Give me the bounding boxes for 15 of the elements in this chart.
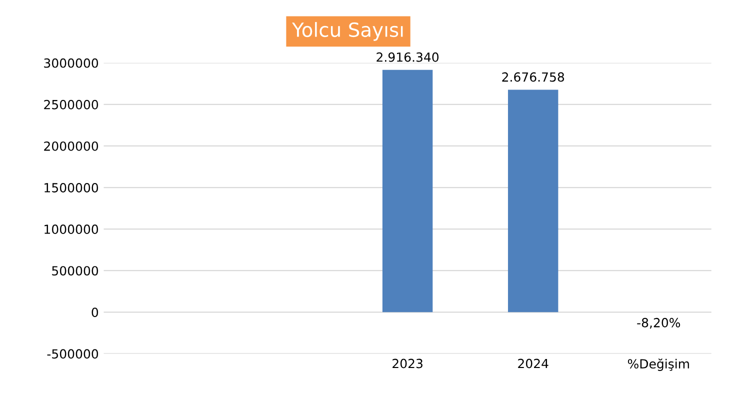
chart-title: Yolcu Sayısı	[292, 22, 403, 41]
x-tick-label: %Değişim	[628, 358, 689, 371]
data-label: 2.676.758	[502, 72, 564, 82]
x-tick-label: 2023	[392, 358, 422, 368]
y-tick-label: 3000000	[44, 58, 98, 68]
y-tick-label: 2500000	[44, 100, 98, 110]
y-tick-label: 0	[92, 308, 98, 318]
y-tick-label: 500000	[52, 266, 98, 276]
data-label: 2.916.340	[376, 52, 439, 62]
y-tick-label: 1500000	[44, 182, 98, 192]
y-tick-label: 2000000	[44, 141, 98, 151]
x-tick-label: 2024	[518, 358, 548, 368]
data-label: -8,20%	[637, 318, 680, 329]
y-tick-label: -500000	[47, 349, 98, 359]
y-tick-label: 1000000	[44, 224, 98, 234]
